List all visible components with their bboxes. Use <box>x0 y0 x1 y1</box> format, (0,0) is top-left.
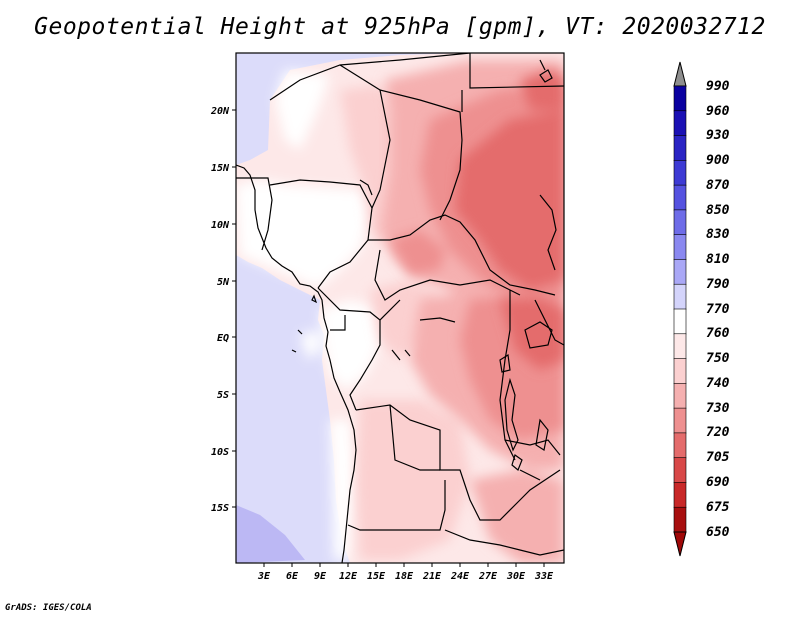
lon-label: 24E <box>450 571 470 582</box>
lon-label: 18E <box>395 571 414 582</box>
lat-label: 20N <box>210 106 230 117</box>
chart-title: Geopotential Height at 925hPa [gpm], VT:… <box>34 14 766 40</box>
darkest-zones <box>455 70 564 370</box>
lat-label: 5S <box>217 390 229 401</box>
colorbar-label: 900 <box>706 153 730 168</box>
colorbar-label: 740 <box>706 376 730 391</box>
lat-label: 15S <box>211 503 229 514</box>
colorbar-label: 790 <box>706 277 730 292</box>
lon-label: 30E <box>506 571 526 582</box>
colorbar-cell <box>673 358 687 384</box>
lat-labels: 20N 15N 10N 5N EQ 5S 10S 15S <box>210 106 230 514</box>
colorbar-cell <box>673 482 687 508</box>
colorbar-label: 675 <box>706 500 730 515</box>
colorbar-label: 830 <box>706 227 730 242</box>
software-credit: GrADS: IGES/COLA <box>5 603 92 613</box>
colorbar-labels: 990 960 930 900 870 850 830 810 790 770 … <box>706 79 730 540</box>
colorbar-cell <box>673 407 687 434</box>
lon-label: 33E <box>534 571 554 582</box>
colorbar-label: 690 <box>706 475 730 490</box>
colorbar-cell <box>673 383 687 409</box>
lon-label: 27E <box>478 571 498 582</box>
colorbar-label: 730 <box>706 401 730 416</box>
colorbar-cell <box>673 85 687 112</box>
colorbar-label: 990 <box>706 79 730 94</box>
lat-label: 15N <box>211 163 230 174</box>
colorbar-label: 650 <box>706 525 730 540</box>
colorbar-cell <box>673 432 687 459</box>
colorbar-cell <box>673 457 687 484</box>
lon-label: 12E <box>339 571 358 582</box>
lat-label: EQ <box>217 333 229 344</box>
blue-pocket <box>236 505 305 563</box>
geopotential-field <box>236 53 564 563</box>
colorbar-cell <box>673 135 687 161</box>
lon-label: 15E <box>367 571 386 582</box>
lat-label: 5N <box>217 277 230 288</box>
colorbar-bottom-arrow <box>673 531 687 557</box>
colorbar-top-arrow <box>673 61 687 87</box>
colorbar-label: 705 <box>706 450 730 465</box>
colorbar-cell <box>673 209 687 236</box>
colorbar: 990 960 930 900 870 850 830 810 790 770 … <box>673 61 730 557</box>
boundaries <box>236 53 564 563</box>
colorbar-cell <box>673 506 687 533</box>
colorbar-cell <box>673 184 687 211</box>
lat-label: 10N <box>211 220 230 231</box>
colorbar-cell <box>673 308 687 335</box>
white-zones <box>236 70 380 560</box>
colorbar-label: 720 <box>706 425 730 440</box>
colorbar-cell <box>673 110 687 137</box>
colorbar-label: 810 <box>706 252 730 267</box>
plot-frame <box>235 52 565 564</box>
colorbar-label: 760 <box>706 326 730 341</box>
colorbar-cell <box>673 283 687 310</box>
lon-label: 9E <box>314 571 327 582</box>
lon-label: 3E <box>257 571 271 582</box>
lat-label: 10S <box>211 447 229 458</box>
colorbar-cells <box>673 85 687 533</box>
colorbar-cell <box>673 259 687 285</box>
lat-ticks <box>232 109 236 508</box>
lon-ticks <box>263 563 545 567</box>
lon-label: 6E <box>286 571 299 582</box>
colorbar-cell <box>673 234 687 261</box>
lon-labels: 3E 6E 9E 12E 15E 18E 21E 24E 27E 30E 33E <box>257 571 554 582</box>
colorbar-label: 770 <box>706 302 730 317</box>
colorbar-label: 870 <box>706 178 730 193</box>
colorbar-label: 850 <box>706 203 730 218</box>
colorbar-label: 930 <box>706 128 730 143</box>
colorbar-cell <box>673 160 687 186</box>
colorbar-label: 960 <box>706 104 730 119</box>
colorbar-label: 750 <box>706 351 730 366</box>
lon-label: 21E <box>422 571 442 582</box>
colorbar-cell <box>673 333 687 360</box>
coastline <box>236 164 357 563</box>
